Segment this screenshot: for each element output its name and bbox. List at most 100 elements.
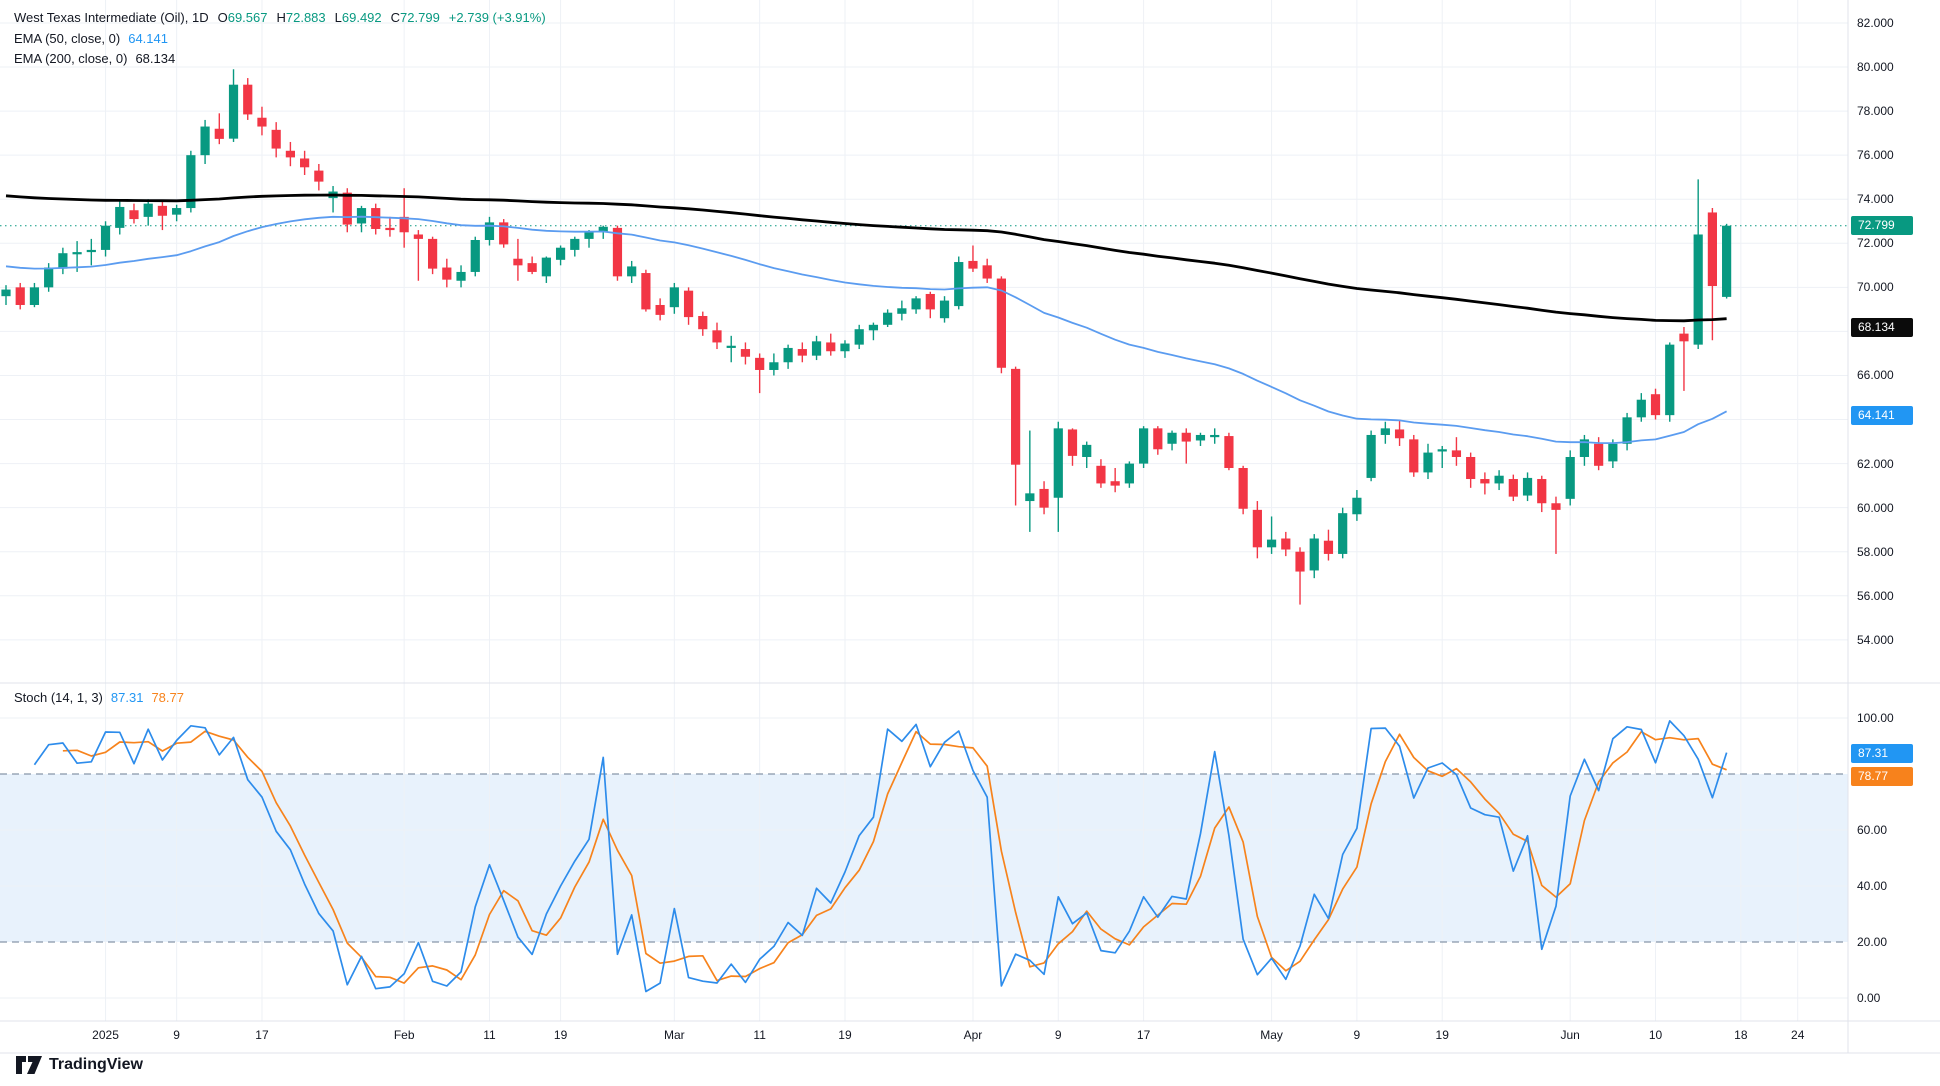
candle-body <box>1466 456 1476 480</box>
candle-body <box>1679 333 1689 342</box>
candle-body <box>570 238 580 250</box>
ema200-line <box>5 193 1727 323</box>
price-tick-label: 80.000 <box>1857 60 1894 75</box>
candle-body <box>1594 443 1604 466</box>
stoch-k-badge: 87.31 <box>1851 744 1913 763</box>
time-tick-label: 2025 <box>92 1028 119 1042</box>
candle-body <box>627 266 637 277</box>
tradingview-logo[interactable]: TradingView <box>16 1056 143 1074</box>
candle-body <box>1636 399 1646 418</box>
candle-body <box>513 258 523 266</box>
candle-body <box>1110 481 1120 486</box>
last-price-badge: 72.799 <box>1851 216 1913 235</box>
candle-body <box>342 192 352 225</box>
time-tick-label: 9 <box>1054 1028 1062 1042</box>
candle-body <box>484 222 495 240</box>
open-label: O <box>217 10 228 25</box>
candle-body <box>200 126 210 156</box>
symbol-title[interactable]: West Texas Intermediate (Oil), 1D <box>14 10 209 25</box>
candle-body <box>1707 212 1717 287</box>
low-value: 69.492 <box>341 10 382 25</box>
time-tick-label: 11 <box>753 1028 766 1042</box>
time-tick-label: 18 <box>1734 1028 1748 1042</box>
candle-body <box>769 362 779 370</box>
candle-body <box>982 265 992 279</box>
candle-body <box>1053 428 1063 498</box>
candle-body <box>1266 539 1277 548</box>
price-tick-label: 60.000 <box>1857 500 1894 515</box>
candle-body <box>1 289 11 297</box>
change-value: +2.739 (+3.91%) <box>448 10 546 25</box>
time-tick-label: 17 <box>1136 1028 1151 1042</box>
candle-body <box>413 234 423 239</box>
candle-body <box>300 158 310 168</box>
ema50-line <box>5 215 1728 445</box>
ema50-value: 64.141 <box>128 31 168 46</box>
candle-body <box>740 349 751 357</box>
price-tick-label: 72.000 <box>1857 236 1894 251</box>
candle-body <box>29 287 40 305</box>
candle-body <box>527 263 537 272</box>
candle-body <box>1579 439 1590 457</box>
candle-body <box>698 315 708 330</box>
stoch-tick-label: 0.00 <box>1857 991 1881 1005</box>
tradingview-wordmark: TradingView <box>49 1056 143 1073</box>
candle-body <box>1693 234 1703 345</box>
tradingview-logo-icon <box>16 1056 42 1074</box>
candle-body <box>243 84 253 115</box>
price-tick-label: 54.000 <box>1857 632 1894 647</box>
candle-body <box>797 349 807 356</box>
price-tick-label: 76.000 <box>1857 148 1894 163</box>
candle-body <box>968 260 978 269</box>
stoch-band <box>0 774 1848 942</box>
candle-body <box>186 155 196 209</box>
candle-body <box>1522 477 1533 496</box>
candle-body <box>612 227 623 277</box>
candle-body <box>655 304 665 315</box>
candle-body <box>1622 417 1632 444</box>
ema200-price-badge: 68.134 <box>1851 318 1913 337</box>
candle-body <box>257 117 267 127</box>
candle-body <box>683 290 694 318</box>
ema50-legend-row[interactable]: EMA (50, close, 0) 64.141 <box>14 31 168 46</box>
time-tick-label: 19 <box>553 1028 568 1042</box>
candle-body <box>1181 432 1191 442</box>
candle-body <box>1153 428 1163 450</box>
candle-body <box>314 170 324 182</box>
stoch-tick-label: 20.00 <box>1857 935 1888 949</box>
price-tick-label: 58.000 <box>1857 544 1894 559</box>
time-tick-label: May <box>1260 1028 1283 1042</box>
time-tick-label: 19 <box>838 1028 852 1042</box>
stoch-legend-row[interactable]: Stoch (14, 1, 3) 87.31 78.77 <box>14 690 184 705</box>
close-value: 72.799 <box>400 10 440 25</box>
ema50-price-badge: 64.141 <box>1851 406 1913 425</box>
candle-body <box>1096 465 1106 484</box>
price-tick-label: 74.000 <box>1857 192 1894 207</box>
candle-body <box>1423 452 1433 473</box>
time-tick-label: 19 <box>1435 1028 1449 1042</box>
price-tick-label: 78.000 <box>1857 104 1894 119</box>
candle-body <box>1409 439 1419 473</box>
candle-body <box>755 357 765 370</box>
candle-body <box>712 330 722 343</box>
candle-body <box>854 329 864 345</box>
price-tick-label: 70.000 <box>1857 280 1894 295</box>
candle-body <box>228 84 239 139</box>
candle-body <box>271 129 281 149</box>
stoch-tick-label: 100.00 <box>1857 711 1894 725</box>
ema200-legend-row[interactable]: EMA (200, close, 0) 68.134 <box>14 51 175 66</box>
candle-body <box>371 208 381 229</box>
candle-body <box>44 267 54 288</box>
stoch-tick-label: 60.00 <box>1857 823 1888 837</box>
candle-body <box>1252 509 1262 548</box>
candle-body <box>1551 503 1561 510</box>
candle-body <box>1011 368 1021 465</box>
candle-body <box>541 257 551 277</box>
candle-body <box>1039 488 1049 508</box>
candle-body <box>1210 434 1220 438</box>
candle-body <box>1338 513 1348 554</box>
candle-body <box>868 324 879 331</box>
time-tick-label: 17 <box>255 1028 269 1042</box>
